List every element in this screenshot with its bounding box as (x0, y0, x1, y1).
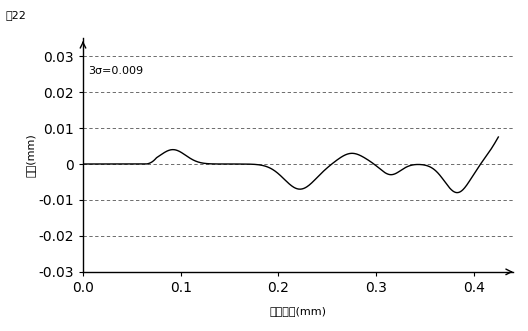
Text: 3σ=0.009: 3σ=0.009 (88, 66, 143, 76)
Y-axis label: 変位(mm): 変位(mm) (25, 133, 35, 177)
X-axis label: 走査位置(mm): 走査位置(mm) (269, 306, 326, 316)
Text: 囲22: 囲22 (5, 10, 26, 20)
